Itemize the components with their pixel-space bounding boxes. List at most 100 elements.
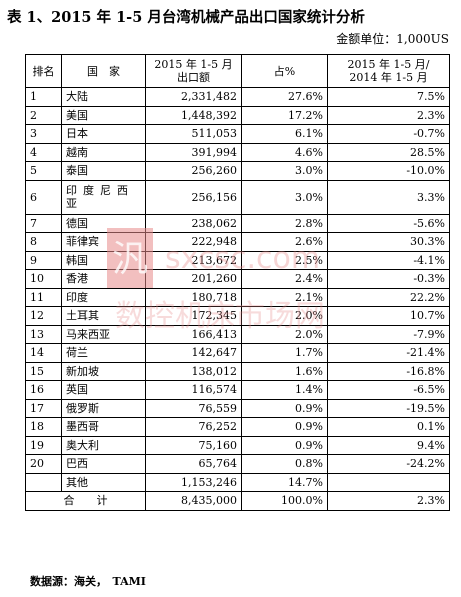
- growth-cell: [327, 472, 450, 492]
- growth-cell: -19.5%: [327, 398, 450, 418]
- table-row: 16 英国 116,574 1.4% -6.5%: [25, 380, 450, 400]
- total-row: 合 计 8,435,000 100.0% 2.3%: [25, 491, 450, 511]
- export-value-cell: 116,574: [145, 380, 242, 400]
- header-growth: 2015 年 1-5 月/ 2014 年 1-5 月: [327, 54, 450, 88]
- rank-cell: 19: [25, 435, 62, 455]
- country-cell: 巴西: [61, 454, 146, 474]
- table-row: 18 墨西哥 76,252 0.9% 0.1%: [25, 417, 450, 437]
- growth-cell: 30.3%: [327, 232, 450, 252]
- growth-cell: -0.7%: [327, 124, 450, 144]
- country-cell: 大陆: [61, 87, 146, 107]
- table-row: 17 俄罗斯 76,559 0.9% -19.5%: [25, 398, 450, 418]
- country-cell: 日本: [61, 124, 146, 144]
- share-cell: 27.6%: [241, 87, 328, 107]
- country-cell: 菲律宾: [61, 232, 146, 252]
- export-value-cell: 238,062: [145, 213, 242, 233]
- table-row: 10 香港 201,260 2.4% -0.3%: [25, 269, 450, 289]
- share-cell: 2.4%: [241, 269, 328, 289]
- share-cell: 2.6%: [241, 232, 328, 252]
- country-cell: 土耳其: [61, 306, 146, 326]
- share-cell: 6.1%: [241, 124, 328, 144]
- export-value-cell: 201,260: [145, 269, 242, 289]
- growth-cell: 28.5%: [327, 142, 450, 162]
- country-cell: 越南: [61, 142, 146, 162]
- growth-cell: 2.3%: [327, 105, 450, 125]
- share-cell: 2.1%: [241, 287, 328, 307]
- export-value-cell: 166,413: [145, 324, 242, 344]
- rank-cell: 18: [25, 417, 62, 437]
- growth-cell: -4.1%: [327, 250, 450, 270]
- table-title: 表 1、2015 年 1-5 月台湾机械产品出口国家统计分析: [7, 9, 365, 26]
- share-cell: 2.0%: [241, 324, 328, 344]
- rank-cell: 9: [25, 250, 62, 270]
- table-row: 1 大陆 2,331,482 27.6% 7.5%: [25, 87, 450, 107]
- total-growth: 2.3%: [327, 491, 450, 511]
- share-cell: 2.0%: [241, 306, 328, 326]
- rank-cell: 11: [25, 287, 62, 307]
- export-value-cell: 213,672: [145, 250, 242, 270]
- share-cell: 0.9%: [241, 398, 328, 418]
- country-cell: 印度尼西亚: [61, 179, 146, 215]
- share-cell: 4.6%: [241, 142, 328, 162]
- rank-cell: 12: [25, 306, 62, 326]
- growth-cell: -10.0%: [327, 161, 450, 181]
- export-value-cell: 180,718: [145, 287, 242, 307]
- export-table: 排名 国 家 2015 年 1-5 月 出口额 占% 2015 年 1-5 月/…: [25, 54, 450, 511]
- table-row: 15 新加坡 138,012 1.6% -16.8%: [25, 361, 450, 381]
- table-row: 6 印度尼西亚 256,156 3.0% 3.3%: [25, 179, 450, 215]
- export-value-cell: 511,053: [145, 124, 242, 144]
- rank-cell: 8: [25, 232, 62, 252]
- growth-cell: 7.5%: [327, 87, 450, 107]
- rank-cell: 2: [25, 105, 62, 125]
- country-cell: 荷兰: [61, 343, 146, 363]
- export-value-cell: 1,448,392: [145, 105, 242, 125]
- country-cell: 俄罗斯: [61, 398, 146, 418]
- country-cell: 奥大利: [61, 435, 146, 455]
- share-cell: 2.5%: [241, 250, 328, 270]
- country-cell: 其他: [61, 472, 146, 492]
- country-cell: 新加坡: [61, 361, 146, 381]
- rank-cell: 17: [25, 398, 62, 418]
- rank-cell: 16: [25, 380, 62, 400]
- export-value-cell: 1,153,246: [145, 472, 242, 492]
- header-export-line1: 2015 年 1-5 月: [154, 58, 233, 71]
- total-share: 100.0%: [241, 491, 328, 511]
- growth-cell: -5.6%: [327, 213, 450, 233]
- growth-cell: -7.9%: [327, 324, 450, 344]
- table-row: 19 奥大利 75,160 0.9% 9.4%: [25, 435, 450, 455]
- table-row: 14 荷兰 142,647 1.7% -21.4%: [25, 343, 450, 363]
- share-cell: 14.7%: [241, 472, 328, 492]
- country-cell: 印度: [61, 287, 146, 307]
- export-value-cell: 76,559: [145, 398, 242, 418]
- rank-cell: 1: [25, 87, 62, 107]
- rank-cell: 15: [25, 361, 62, 381]
- rank-cell: 5: [25, 161, 62, 181]
- table-row: 3 日本 511,053 6.1% -0.7%: [25, 124, 450, 144]
- export-value-cell: 142,647: [145, 343, 242, 363]
- growth-cell: -16.8%: [327, 361, 450, 381]
- rank-cell: [25, 472, 62, 492]
- country-cell: 美国: [61, 105, 146, 125]
- source-note: 数据源：海关， TAMI: [30, 575, 146, 588]
- header-growth-line2: 2014 年 1-5 月: [349, 71, 428, 84]
- table-row: 2 美国 1,448,392 17.2% 2.3%: [25, 105, 450, 125]
- header-growth-line1: 2015 年 1-5 月/: [347, 58, 430, 71]
- table-row: 8 菲律宾 222,948 2.6% 30.3%: [25, 232, 450, 252]
- country-cell: 香港: [61, 269, 146, 289]
- growth-cell: 0.1%: [327, 417, 450, 437]
- table-row: 12 土耳其 172,345 2.0% 10.7%: [25, 306, 450, 326]
- table-row: 20 巴西 65,764 0.8% -24.2%: [25, 454, 450, 474]
- header-export-line2: 出口额: [177, 71, 210, 84]
- total-value: 8,435,000: [145, 491, 242, 511]
- share-cell: 2.8%: [241, 213, 328, 233]
- country-cell: 泰国: [61, 161, 146, 181]
- share-cell: 3.0%: [241, 179, 328, 215]
- rank-cell: 4: [25, 142, 62, 162]
- export-value-cell: 256,260: [145, 161, 242, 181]
- rank-cell: 6: [25, 179, 62, 215]
- rank-cell: 10: [25, 269, 62, 289]
- export-value-cell: 76,252: [145, 417, 242, 437]
- growth-cell: -6.5%: [327, 380, 450, 400]
- share-cell: 1.6%: [241, 361, 328, 381]
- country-cell: 马来西亚: [61, 324, 146, 344]
